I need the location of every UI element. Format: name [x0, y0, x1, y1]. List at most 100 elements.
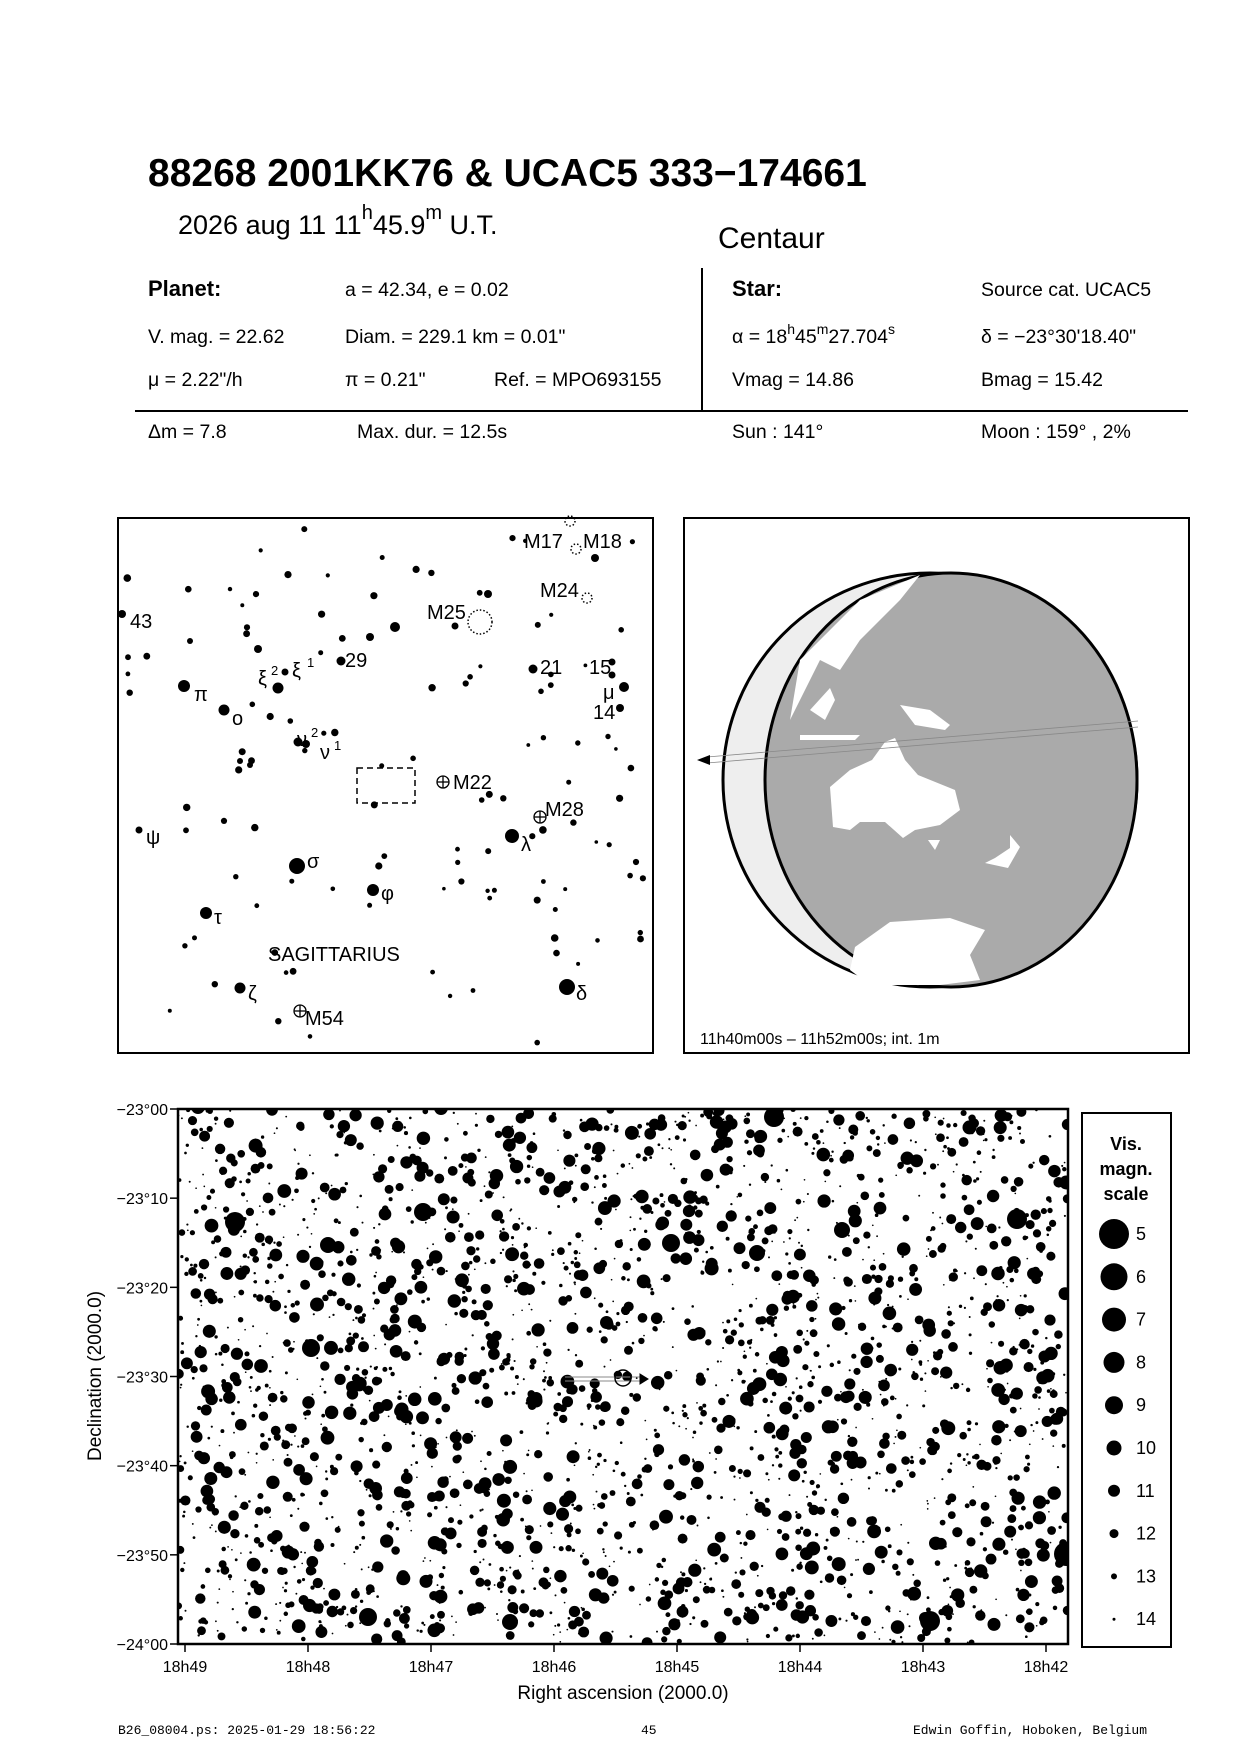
field-star — [542, 1342, 547, 1347]
field-star — [631, 1478, 643, 1490]
field-star — [914, 1315, 924, 1325]
field-star — [297, 1123, 305, 1131]
field-star — [663, 1479, 675, 1491]
field-star — [692, 1430, 697, 1435]
finder-star — [541, 879, 546, 884]
field-star — [415, 1461, 419, 1465]
field-star — [854, 1215, 857, 1218]
field-star — [200, 1484, 214, 1498]
field-star — [972, 1160, 976, 1164]
field-star — [543, 1348, 552, 1357]
field-star — [187, 1116, 198, 1126]
field-star — [466, 1246, 476, 1256]
field-star — [241, 1358, 254, 1371]
field-star — [775, 1547, 789, 1561]
field-star — [499, 1566, 504, 1572]
field-star — [949, 1279, 951, 1281]
field-star — [475, 1112, 477, 1115]
field-star — [720, 1496, 724, 1499]
field-star — [543, 1566, 550, 1574]
field-star — [456, 1374, 467, 1384]
field-star — [559, 1414, 568, 1424]
field-star — [444, 1228, 447, 1231]
field-star — [624, 1125, 639, 1140]
field-star — [374, 1347, 377, 1350]
field-star — [495, 1612, 499, 1616]
delta-mag: Δm = 7.8 — [148, 421, 227, 443]
field-star — [875, 1354, 884, 1363]
field-star — [324, 1340, 338, 1355]
field-star — [836, 1515, 839, 1518]
field-star — [445, 1436, 448, 1439]
field-star — [416, 1476, 418, 1479]
field-star — [752, 1368, 757, 1373]
field-star — [696, 1524, 699, 1527]
finder-star — [509, 535, 516, 542]
field-star — [382, 1366, 388, 1372]
field-star — [359, 1622, 362, 1625]
direction-arrow-icon — [697, 755, 710, 765]
field-star — [831, 1150, 834, 1153]
field-star — [731, 1579, 742, 1589]
field-star — [974, 1247, 977, 1250]
field-star — [573, 1281, 576, 1284]
field-star — [849, 1135, 855, 1140]
finder-star — [240, 603, 245, 608]
field-star — [320, 1430, 335, 1445]
field-star — [282, 1236, 285, 1239]
field-star — [531, 1560, 534, 1562]
field-star — [581, 1271, 584, 1273]
field-star — [1046, 1233, 1050, 1237]
field-star — [543, 1472, 554, 1482]
field-star — [806, 1192, 809, 1196]
field-star — [318, 1270, 326, 1279]
field-star — [1000, 1341, 1004, 1345]
field-star — [318, 1259, 324, 1265]
finder-frame — [117, 517, 654, 1054]
field-star — [760, 1172, 770, 1182]
field-star — [549, 1577, 552, 1580]
field-star — [539, 1525, 542, 1527]
field-star — [311, 1172, 315, 1175]
field-star — [801, 1479, 805, 1483]
field-star — [474, 1399, 480, 1405]
label-nu2-sup: 2 — [311, 725, 318, 740]
field-star — [620, 1406, 630, 1415]
planet-diam: Diam. = 229.1 km = 0.01" — [345, 326, 566, 348]
date-h: h — [361, 202, 373, 224]
field-star — [879, 1393, 882, 1396]
field-star — [529, 1609, 538, 1618]
legend-label: 5 — [1136, 1224, 1146, 1244]
field-star — [476, 1247, 480, 1251]
field-star — [243, 1229, 247, 1234]
field-star — [1008, 1478, 1010, 1480]
field-star — [584, 1143, 592, 1150]
field-star — [964, 1503, 970, 1509]
field-star — [1028, 1443, 1031, 1446]
field-star — [402, 1251, 406, 1254]
field-star — [334, 1373, 346, 1386]
field-star — [746, 1640, 749, 1643]
field-star — [528, 1621, 535, 1628]
field-star — [660, 1589, 666, 1596]
ra-prefix: α = 18 — [732, 326, 788, 348]
field-star — [582, 1558, 590, 1566]
field-star — [255, 1461, 258, 1464]
field-star — [753, 1224, 758, 1230]
finder-star — [183, 827, 189, 834]
field-star — [674, 1120, 677, 1123]
finder-star — [252, 591, 260, 598]
field-star — [219, 1398, 223, 1402]
field-star — [1006, 1265, 1014, 1274]
field-star — [595, 1490, 598, 1493]
magnitude-legend — [1081, 1112, 1172, 1648]
field-star — [361, 1369, 369, 1376]
field-star — [692, 1483, 695, 1486]
field-star — [335, 1605, 339, 1609]
field-star — [852, 1130, 858, 1136]
field-star — [950, 1386, 953, 1390]
field-star — [455, 1273, 469, 1288]
field-star — [1046, 1251, 1056, 1261]
field-star — [698, 1406, 704, 1411]
field-star — [657, 1596, 672, 1611]
